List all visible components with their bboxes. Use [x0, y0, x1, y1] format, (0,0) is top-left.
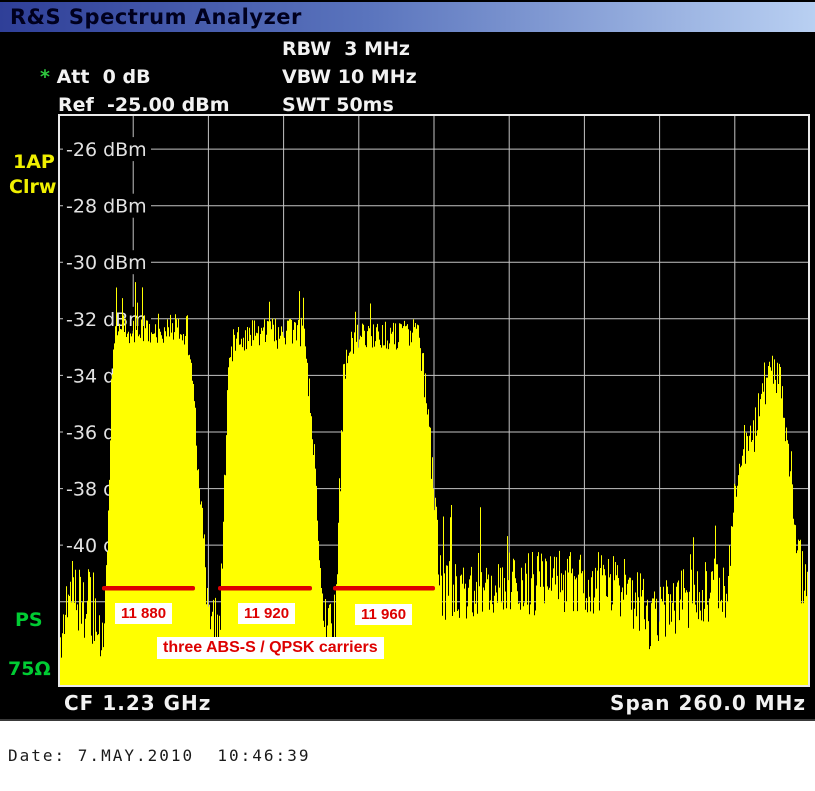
coupled-marker-icon: * — [40, 66, 50, 88]
preselector-label: PS — [15, 609, 43, 631]
svg-text:-32 dBm: -32 dBm — [66, 309, 147, 331]
impedance-label: 75Ω — [8, 658, 51, 680]
ref-label: Ref — [58, 94, 94, 116]
footer-bar: CF 1.23 GHz Span 260.0 MHz — [0, 687, 815, 719]
spectrum-plot: -26 dBm -28 dBm -30 dBm -32 dBm -34 dBm -36 d… — [58, 114, 810, 687]
rbw-value: 3 MHz — [344, 38, 410, 60]
vbw-row: VBW 10 MHz — [282, 66, 417, 88]
cf-label: CF — [64, 691, 95, 715]
att-row: * Att 0 dB — [40, 66, 151, 88]
center-frequency-readout: CF 1.23 GHz — [64, 687, 211, 719]
title-bar: R&S Spectrum Analyzer — [0, 2, 815, 32]
svg-text:-30 dBm: -30 dBm — [66, 252, 147, 274]
vbw-value: 10 MHz — [337, 66, 417, 88]
vbw-label: VBW — [282, 66, 332, 88]
date-stamp: Date: 7.MAY.2010 10:46:39 — [8, 746, 311, 765]
trace-detector-label: 1AP — [13, 151, 55, 173]
ref-value: -25.00 dBm — [107, 94, 230, 116]
rbw-label: RBW — [282, 38, 332, 60]
swt-row: SWT 50ms — [282, 94, 394, 116]
carrier-frequency-chip: 11 960 — [355, 604, 413, 625]
svg-text:-28 dBm: -28 dBm — [66, 196, 147, 218]
carrier-frequency-chip: 11 880 — [115, 603, 173, 624]
span-readout: Span 260.0 MHz — [610, 687, 806, 719]
span-label: Span — [610, 691, 671, 715]
svg-text:-26 dBm: -26 dBm — [66, 139, 147, 161]
swt-label: SWT — [282, 94, 330, 116]
app-title: R&S Spectrum Analyzer — [10, 5, 302, 29]
ref-row: Ref -25.00 dBm — [58, 94, 230, 116]
carrier-frequency-chip: 11 920 — [238, 603, 296, 624]
att-label: Att — [56, 66, 90, 88]
span-value: 260.0 MHz — [678, 691, 806, 715]
att-value: 0 dB — [102, 66, 151, 88]
swt-value: 50ms — [336, 94, 394, 116]
rbw-row: RBW 3 MHz — [282, 38, 410, 60]
spectrum-trace-svg: -26 dBm-28 dBm-30 dBm-32 dBm-34 dBm-36 d… — [58, 114, 810, 687]
trace-mode-label: Clrw — [9, 176, 57, 198]
carriers-annotation-chip: three ABS-S / QPSK carriers — [157, 637, 384, 659]
cf-value: 1.23 GHz — [102, 691, 212, 715]
analyzer-screen: R&S Spectrum Analyzer RBW 3 MHz * Att 0 … — [0, 0, 815, 721]
